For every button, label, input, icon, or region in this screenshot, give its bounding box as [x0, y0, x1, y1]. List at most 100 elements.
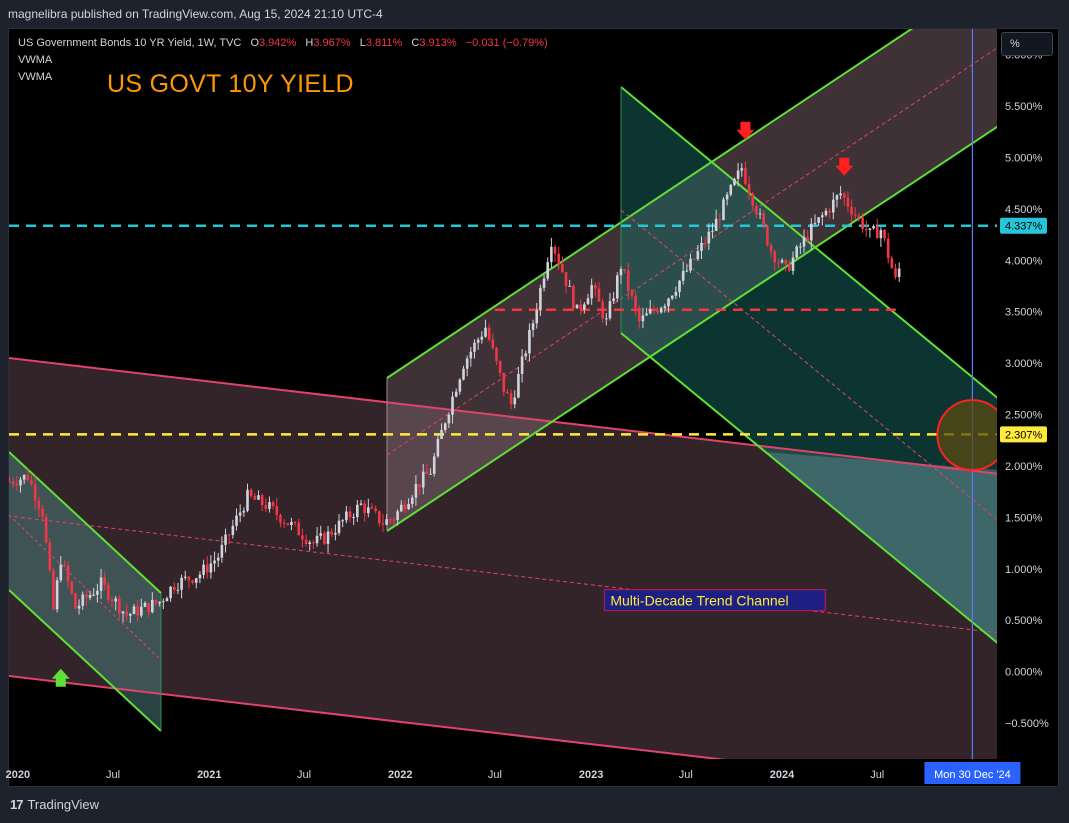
candle[interactable] — [864, 220, 868, 237]
candle[interactable] — [96, 583, 99, 603]
candle[interactable] — [637, 305, 641, 329]
candle[interactable] — [249, 488, 253, 498]
candle[interactable] — [766, 224, 769, 247]
candle[interactable] — [88, 590, 92, 601]
candle[interactable] — [667, 297, 670, 313]
candle[interactable] — [297, 519, 301, 536]
candle[interactable] — [524, 350, 528, 361]
candle[interactable] — [568, 279, 571, 287]
candle[interactable] — [257, 490, 260, 501]
candle[interactable] — [641, 307, 645, 329]
candle[interactable] — [129, 612, 132, 624]
candle[interactable] — [451, 391, 454, 424]
candle[interactable] — [718, 212, 722, 229]
candle[interactable] — [799, 242, 802, 254]
candle[interactable] — [66, 561, 70, 589]
candle[interactable] — [626, 262, 630, 300]
annotation-label[interactable]: Multi-Decade Trend Channel — [603, 589, 826, 612]
candle[interactable] — [751, 191, 755, 212]
candle[interactable] — [747, 176, 751, 200]
candle[interactable] — [70, 580, 74, 596]
candle[interactable] — [410, 494, 414, 508]
candle[interactable] — [458, 378, 462, 395]
candle[interactable] — [813, 214, 817, 226]
percent-scale-button[interactable]: % — [1001, 32, 1053, 56]
candle[interactable] — [48, 538, 52, 573]
candle[interactable] — [359, 499, 363, 506]
candle[interactable] — [191, 579, 194, 585]
candle[interactable] — [498, 360, 502, 377]
candle[interactable] — [41, 504, 44, 522]
candle[interactable] — [220, 536, 224, 563]
candle[interactable] — [81, 591, 85, 610]
candle[interactable] — [762, 210, 766, 229]
candle[interactable] — [172, 582, 176, 594]
candle[interactable] — [169, 585, 172, 602]
tradingview-logo[interactable]: 17 TradingView — [10, 797, 99, 812]
candle[interactable] — [140, 598, 143, 618]
candle[interactable] — [879, 227, 883, 247]
channel-2020-upper[interactable] — [9, 451, 162, 594]
candle[interactable] — [509, 389, 513, 410]
candle[interactable] — [323, 531, 326, 546]
candle[interactable] — [407, 498, 410, 511]
candle[interactable] — [711, 222, 714, 239]
candle[interactable] — [634, 290, 637, 316]
candle[interactable] — [835, 194, 839, 208]
candle[interactable] — [535, 302, 539, 329]
candle[interactable] — [246, 483, 249, 513]
candle[interactable] — [656, 307, 659, 315]
candle[interactable] — [890, 255, 894, 269]
candle[interactable] — [579, 299, 582, 315]
candle[interactable] — [828, 208, 831, 219]
candle[interactable] — [528, 323, 531, 362]
candle[interactable] — [107, 582, 110, 604]
candle[interactable] — [52, 567, 55, 611]
candle[interactable] — [194, 577, 198, 589]
candle[interactable] — [348, 506, 352, 523]
candle[interactable] — [264, 498, 268, 512]
falling-channel-lower[interactable] — [620, 332, 1000, 645]
candle[interactable] — [286, 523, 290, 526]
falling-channel-upper[interactable] — [620, 86, 1000, 400]
candle[interactable] — [608, 292, 612, 321]
candle[interactable] — [700, 236, 703, 260]
candle[interactable] — [158, 601, 161, 607]
candle[interactable] — [846, 191, 850, 212]
candle[interactable] — [63, 560, 66, 568]
candle[interactable] — [227, 533, 231, 544]
candle[interactable] — [154, 599, 158, 606]
candle[interactable] — [312, 540, 315, 550]
candle[interactable] — [432, 452, 436, 477]
candle[interactable] — [429, 468, 432, 475]
candle[interactable] — [539, 284, 542, 317]
candle[interactable] — [33, 475, 37, 510]
candle[interactable] — [491, 333, 495, 350]
candle[interactable] — [330, 528, 334, 538]
candle[interactable] — [517, 366, 520, 399]
rising-channel-upper[interactable] — [386, 0, 1000, 379]
trend-channel-lower[interactable] — [0, 675, 1000, 792]
candle[interactable] — [630, 288, 634, 299]
candle[interactable] — [575, 304, 579, 309]
candle[interactable] — [623, 269, 626, 274]
candle[interactable] — [561, 256, 564, 273]
candle[interactable] — [436, 433, 440, 458]
candle[interactable] — [707, 223, 711, 251]
candle[interactable] — [692, 258, 696, 261]
candle[interactable] — [392, 517, 396, 525]
candle[interactable] — [821, 212, 824, 226]
candle[interactable] — [304, 534, 308, 547]
candle[interactable] — [744, 161, 747, 186]
candle[interactable] — [645, 307, 648, 316]
candle[interactable] — [861, 212, 864, 233]
candle[interactable] — [22, 474, 26, 485]
candle[interactable] — [619, 266, 623, 284]
candle[interactable] — [502, 372, 506, 397]
candle[interactable] — [443, 422, 447, 433]
candle[interactable] — [275, 497, 279, 521]
candle[interactable] — [495, 346, 498, 366]
candle[interactable] — [414, 475, 418, 506]
candle[interactable] — [253, 493, 257, 500]
candle[interactable] — [696, 244, 700, 261]
